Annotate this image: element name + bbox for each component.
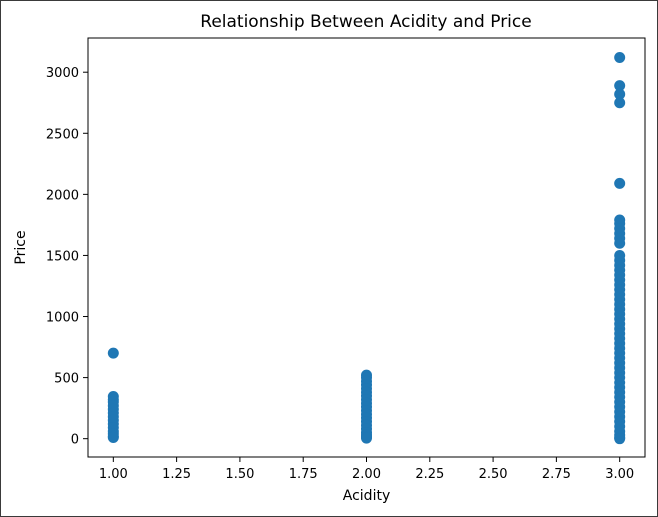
y-axis-label: Price (13, 230, 29, 264)
x-tick-label: 1.75 (289, 467, 318, 482)
data-point (614, 433, 626, 445)
y-tick-label: 3000 (46, 66, 79, 81)
data-point (614, 80, 626, 92)
data-point (614, 97, 626, 109)
data-point (614, 177, 626, 189)
data-point (107, 347, 119, 359)
x-tick-label: 2.25 (415, 467, 444, 482)
x-tick-label: 2.75 (542, 467, 571, 482)
data-point (614, 88, 626, 100)
y-tick-label: 1000 (46, 311, 79, 326)
y-tick-label: 2500 (46, 127, 79, 142)
x-tick-label: 1.50 (225, 467, 254, 482)
x-axis-ticks: 1.00 1.25 1.50 1.75 2.00 2.25 2.50 2.75 3.00 (99, 457, 634, 482)
x-tick-label: 1.00 (99, 467, 128, 482)
data-points (107, 52, 626, 445)
data-point (614, 237, 626, 249)
x-tick-label: 2.50 (479, 467, 508, 482)
y-tick-label: 2000 (46, 188, 79, 203)
y-tick-label: 500 (54, 372, 79, 387)
y-tick-label: 1500 (46, 249, 79, 264)
data-point (107, 431, 119, 443)
x-tick-label: 1.25 (162, 467, 191, 482)
y-tick-label: 0 (71, 433, 79, 448)
y-axis-ticks: 0 500 1000 1500 2000 2500 3000 (46, 66, 88, 448)
chart-title: Relationship Between Acidity and Price (200, 12, 531, 32)
data-point (361, 432, 372, 444)
x-axis-label: Acidity (343, 488, 390, 504)
data-point (614, 52, 626, 64)
x-tick-label: 3.00 (605, 467, 634, 482)
x-tick-label: 2.00 (352, 467, 381, 482)
